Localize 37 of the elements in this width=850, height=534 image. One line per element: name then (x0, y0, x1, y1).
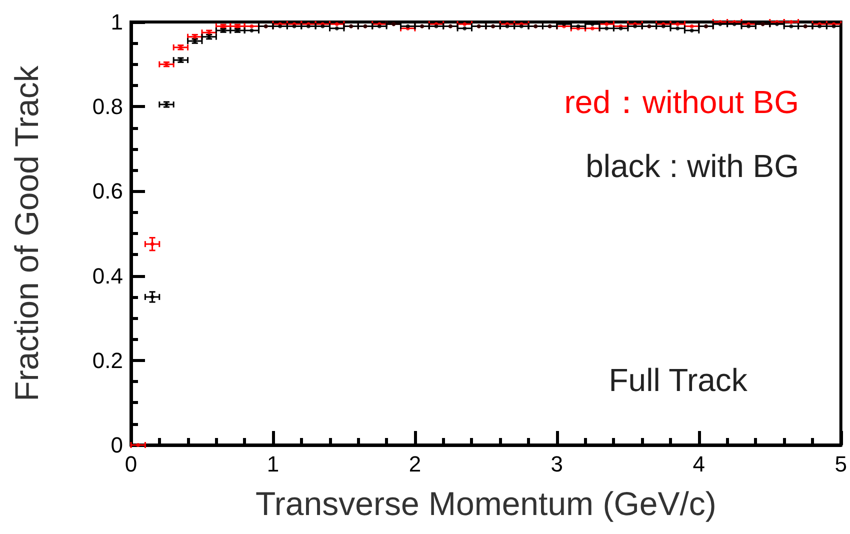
point (789, 24, 794, 28)
annotation: black : with BG (586, 148, 799, 184)
x-tick-label: 4 (692, 452, 706, 476)
x-tick-label: 2 (408, 452, 422, 476)
annotation: red：without BG (564, 84, 799, 120)
x-tick-label: 3 (550, 452, 564, 476)
point (136, 443, 140, 447)
point (604, 22, 609, 26)
point (150, 294, 154, 299)
point (774, 22, 779, 26)
point (732, 22, 736, 26)
point (334, 22, 339, 26)
x-axis-title: Transverse Momentum (GeV/c) (255, 485, 716, 522)
y-tick-label: 1 (110, 10, 123, 34)
annotation: Full Track (608, 362, 748, 398)
point (676, 26, 680, 30)
point (604, 26, 609, 30)
y-axis-title: Fraction of Good Track (8, 65, 45, 402)
point (462, 22, 467, 26)
y-tick-label: 0.8 (92, 94, 123, 120)
y-tick-label: 0.2 (92, 348, 123, 373)
y-tick-label: 0 (110, 432, 123, 458)
x-tick-label: 1 (266, 452, 280, 476)
point (789, 20, 794, 24)
x-tick-label: 5 (834, 452, 848, 476)
point (462, 26, 467, 30)
point (250, 28, 254, 32)
point (690, 28, 694, 32)
point (690, 24, 694, 28)
point (334, 26, 339, 30)
y-tick-label: 0.4 (92, 263, 123, 288)
point (676, 22, 680, 26)
point (718, 22, 722, 26)
point (150, 242, 154, 246)
y-tick-label: 0.6 (92, 178, 123, 204)
point (590, 26, 594, 30)
point (250, 24, 254, 28)
